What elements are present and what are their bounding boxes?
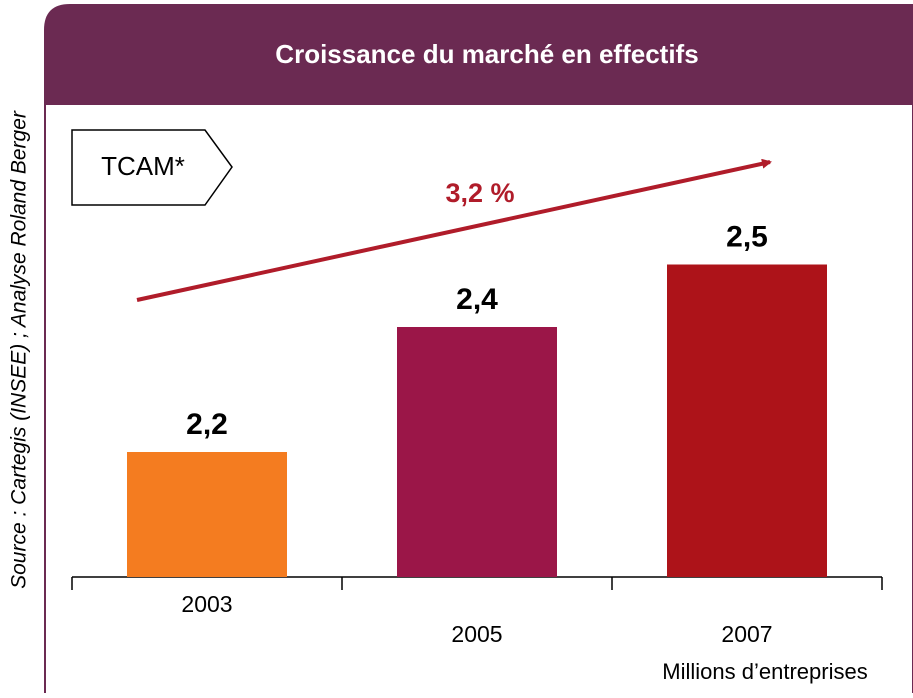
x-tick-label: 2003: [181, 591, 232, 617]
bar: [397, 327, 557, 577]
tag-label: TCAM*: [101, 151, 185, 181]
value-label: 2,5: [726, 220, 768, 253]
unit-label: Millions d’entreprises: [662, 659, 867, 684]
chart-title: Croissance du marché en effectifs: [275, 39, 698, 69]
source-note: Source : Cartegis (INSEE) ; Analyse Rola…: [8, 110, 31, 589]
x-tick-label: 2007: [721, 621, 772, 647]
header-band: [45, 5, 913, 105]
growth-arrow: [136, 158, 772, 302]
bar: [667, 264, 827, 577]
value-label: 2,4: [456, 283, 498, 316]
bar: [127, 452, 287, 577]
x-tick-label: 2005: [451, 621, 502, 647]
growth-label: 3,2 %: [445, 178, 514, 208]
tag-box: [71, 129, 233, 206]
value-label: 2,2: [186, 408, 228, 441]
